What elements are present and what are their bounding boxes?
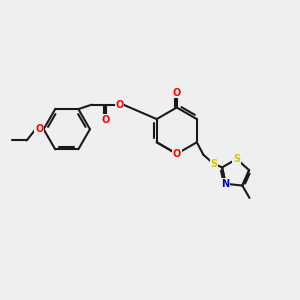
Text: O: O [35,124,43,134]
Text: S: S [233,154,240,164]
Text: O: O [172,149,181,159]
Text: O: O [115,100,124,110]
Text: O: O [172,88,181,98]
Text: N: N [222,179,230,189]
Text: O: O [102,115,110,124]
Text: S: S [210,159,217,169]
